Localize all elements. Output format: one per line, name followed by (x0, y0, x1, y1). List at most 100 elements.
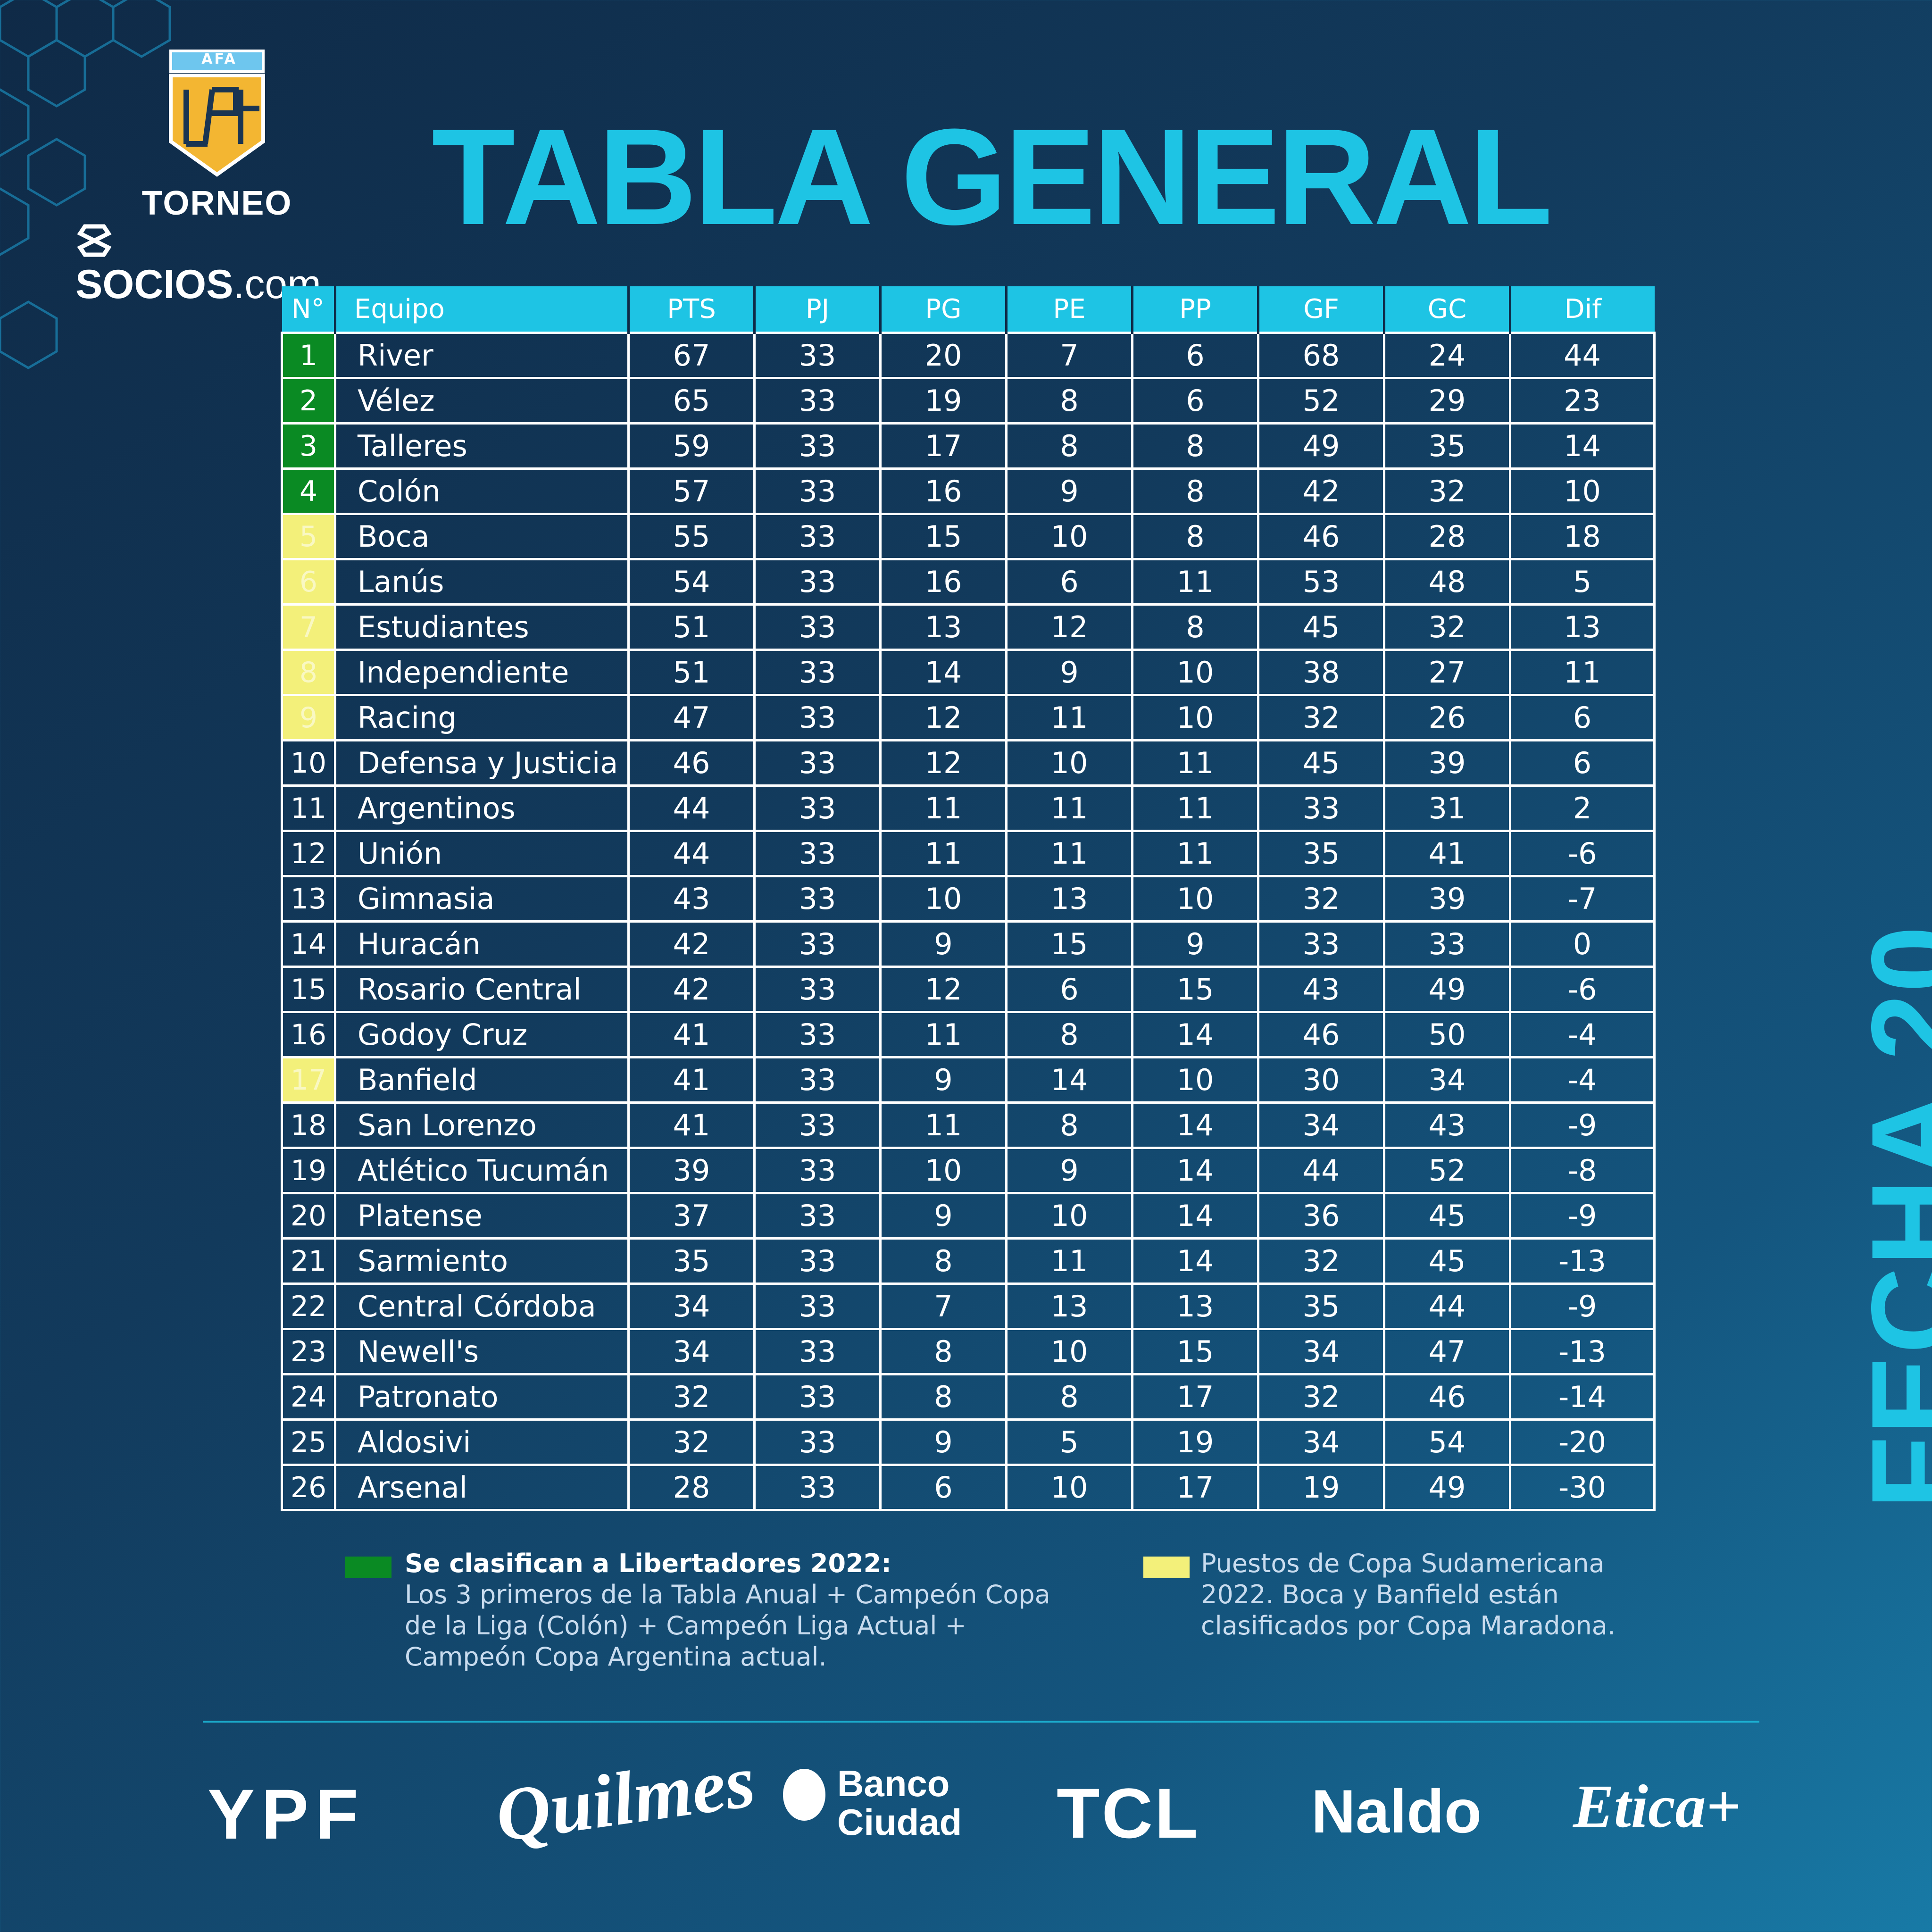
table-row: 24 Patronato 32 33 8 8 17 32 46 -14 (281, 1373, 1656, 1421)
pg-cell: 10 (879, 1147, 1008, 1194)
gf-cell: 30 (1257, 1056, 1385, 1104)
position-number: 2 (299, 384, 318, 417)
position-cell: 18 (281, 1101, 336, 1149)
pp-cell: 14 (1131, 1011, 1259, 1058)
pts-cell: 65 (627, 377, 756, 425)
position-cell: 22 (281, 1282, 336, 1330)
team-name: Godoy Cruz (334, 1011, 630, 1058)
table-row: 12 Unión 44 33 11 11 11 35 41 -6 (281, 830, 1656, 877)
dif-cell: -7 (1509, 875, 1656, 923)
gf-cell: 33 (1257, 920, 1385, 968)
team-name: Colón (334, 467, 630, 515)
table-row: 26 Arsenal 28 33 6 10 17 19 49 -30 (281, 1464, 1656, 1511)
gc-cell: 29 (1383, 377, 1511, 425)
table-row: 6 Lanús 54 33 16 6 11 53 48 5 (281, 558, 1656, 606)
gc-cell: 50 (1383, 1011, 1511, 1058)
gf-cell: 38 (1257, 649, 1385, 696)
dif-cell: -4 (1509, 1011, 1656, 1058)
gc-cell: 34 (1383, 1056, 1511, 1104)
pp-cell: 8 (1131, 513, 1259, 560)
dif-cell: 18 (1509, 513, 1656, 560)
table-row: 3 Talleres 59 33 17 8 8 49 35 14 (281, 422, 1656, 470)
pj-cell: 33 (753, 603, 882, 651)
pp-cell: 11 (1131, 830, 1259, 877)
position-number: 25 (290, 1425, 327, 1459)
table-row: 15 Rosario Central 42 33 12 6 15 43 49 -6 (281, 966, 1656, 1013)
dif-cell: 11 (1509, 649, 1656, 696)
team-name: Rosario Central (334, 966, 630, 1013)
dif-cell: 14 (1509, 422, 1656, 470)
gf-cell: 46 (1257, 1011, 1385, 1058)
pts-cell: 46 (627, 739, 756, 787)
standings-table: N° Equipo PTS PJ PG PE PP GF GC Dif 1 Riv… (281, 286, 1656, 1511)
pj-cell: 33 (753, 1373, 882, 1421)
position-number: 17 (290, 1063, 327, 1097)
position-number: 3 (299, 429, 318, 463)
pj-cell: 33 (753, 966, 882, 1013)
pg-cell: 8 (879, 1328, 1008, 1375)
pp-cell: 8 (1131, 467, 1259, 515)
position-cell: 24 (281, 1373, 336, 1421)
footer-divider (203, 1721, 1759, 1723)
gf-cell: 49 (1257, 422, 1385, 470)
position-cell: 20 (281, 1192, 336, 1240)
pg-cell: 8 (879, 1237, 1008, 1285)
pj-cell: 33 (753, 1328, 882, 1375)
pg-cell: 9 (879, 1056, 1008, 1104)
pg-cell: 9 (879, 1418, 1008, 1466)
position-number: 24 (290, 1380, 327, 1414)
gf-cell: 32 (1257, 1373, 1385, 1421)
dif-cell: 5 (1509, 558, 1656, 606)
pj-cell: 33 (753, 1418, 882, 1466)
gc-cell: 39 (1383, 739, 1511, 787)
gf-cell: 34 (1257, 1101, 1385, 1149)
pg-cell: 14 (879, 649, 1008, 696)
libertadores-legend: Se clasifican a Libertadores 2022: Los 3… (405, 1548, 1065, 1673)
team-name: Newell's (334, 1328, 630, 1375)
table-row: 4 Colón 57 33 16 9 8 42 32 10 (281, 467, 1656, 515)
pe-cell: 10 (1005, 1464, 1133, 1511)
gf-cell: 35 (1257, 830, 1385, 877)
position-cell: 4 (281, 467, 336, 515)
pts-cell: 51 (627, 649, 756, 696)
team-name: Sarmiento (334, 1237, 630, 1285)
pj-cell: 33 (753, 830, 882, 877)
sponsor-ypf-logo: YPF (208, 1774, 365, 1854)
column-header-gc: GC (1383, 286, 1510, 333)
pts-cell: 41 (627, 1101, 756, 1149)
position-cell: 21 (281, 1237, 336, 1285)
pj-cell: 33 (753, 1011, 882, 1058)
column-header-pg: PG (879, 286, 1007, 333)
pe-cell: 9 (1005, 467, 1133, 515)
pj-cell: 33 (753, 558, 882, 606)
gc-cell: 31 (1383, 784, 1511, 832)
pp-cell: 8 (1131, 603, 1259, 651)
pj-cell: 33 (753, 332, 882, 379)
gf-cell: 46 (1257, 513, 1385, 560)
table-row: 18 San Lorenzo 41 33 11 8 14 34 43 -9 (281, 1101, 1656, 1149)
position-number: 18 (290, 1108, 327, 1142)
table-row: 11 Argentinos 44 33 11 11 11 33 31 2 (281, 784, 1656, 832)
pe-cell: 14 (1005, 1056, 1133, 1104)
dif-cell: -14 (1509, 1373, 1656, 1421)
gf-cell: 34 (1257, 1328, 1385, 1375)
banco-ciudad-icon (783, 1769, 825, 1821)
position-number: 20 (290, 1199, 327, 1232)
team-name: Unión (334, 830, 630, 877)
pe-cell: 11 (1005, 784, 1133, 832)
pg-cell: 16 (879, 467, 1008, 515)
pj-cell: 33 (753, 920, 882, 968)
gf-cell: 45 (1257, 739, 1385, 787)
position-cell: 3 (281, 422, 336, 470)
dif-cell: 10 (1509, 467, 1656, 515)
banco-line2: Ciudad (837, 1801, 962, 1843)
pp-cell: 14 (1131, 1237, 1259, 1285)
pj-cell: 33 (753, 739, 882, 787)
pts-cell: 39 (627, 1147, 756, 1194)
gc-cell: 35 (1383, 422, 1511, 470)
position-cell: 9 (281, 694, 336, 741)
pg-cell: 15 (879, 513, 1008, 560)
pg-cell: 6 (879, 1464, 1008, 1511)
gf-cell: 32 (1257, 875, 1385, 923)
team-name: Estudiantes (334, 603, 630, 651)
